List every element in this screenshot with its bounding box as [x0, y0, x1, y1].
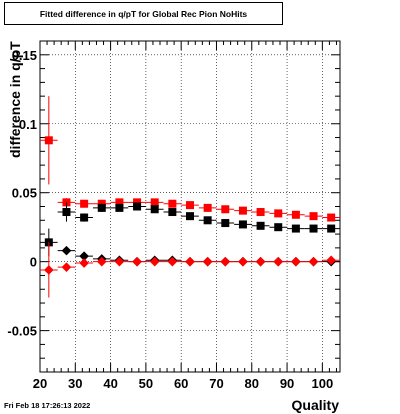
data-point-square — [44, 136, 53, 145]
data-point-square — [115, 203, 124, 212]
y-tick-label: 0 — [30, 255, 37, 270]
data-point-square — [150, 198, 159, 207]
data-point-diamond — [291, 256, 301, 267]
data-point-square — [309, 224, 318, 233]
data-point-square — [238, 220, 247, 229]
data-point-square — [133, 202, 142, 211]
series-diamond-red — [40, 242, 340, 298]
data-point-diamond — [96, 256, 107, 267]
y-tick-label: 0.05 — [12, 186, 37, 201]
data-point-square — [150, 205, 159, 214]
data-point-square — [291, 224, 300, 233]
chart-title-box: Fitted difference in q/pT for Global Rec… — [4, 2, 283, 25]
data-point-square — [186, 212, 194, 221]
data-point-square — [62, 208, 71, 217]
x-tick-label: 100 — [312, 376, 334, 391]
data-point-diamond — [202, 256, 213, 267]
data-point-square — [80, 213, 89, 222]
data-point-diamond — [326, 255, 336, 266]
x-tick-labels: 20 30 40 50 60 70 80 90 100 — [33, 376, 333, 391]
data-point-diamond — [149, 256, 160, 267]
data-point-diamond — [167, 256, 178, 267]
data-point-square — [203, 203, 212, 212]
data-point-square — [327, 213, 336, 222]
data-point-square — [256, 221, 265, 230]
x-tick-label: 40 — [103, 376, 117, 391]
data-point-diamond — [61, 245, 72, 256]
y-axis-label: difference in q/pT — [7, 41, 23, 158]
axis-ticks — [39, 40, 340, 373]
data-point-diamond — [79, 258, 89, 268]
data-point-diamond — [185, 256, 195, 267]
data-point-diamond — [44, 265, 54, 275]
x-tick-label: 50 — [139, 376, 153, 391]
x-tick-label: 60 — [174, 376, 188, 391]
data-point-square — [115, 198, 124, 207]
data-point-square — [133, 198, 142, 207]
data-point-square — [221, 219, 230, 228]
footer-timestamp: Fri Feb 18 17:26:13 2022 — [4, 401, 91, 410]
data-point-square — [186, 201, 194, 210]
data-point-square — [256, 208, 265, 217]
data-point-square — [168, 199, 177, 208]
data-point-diamond — [220, 256, 231, 267]
x-tick-label: 20 — [33, 376, 47, 391]
data-point-diamond — [238, 256, 248, 267]
data-point-square — [168, 208, 177, 217]
data-point-square — [97, 203, 106, 212]
data-point-square — [238, 206, 247, 215]
data-point-square — [80, 199, 89, 208]
data-point-diamond — [79, 251, 89, 261]
x-tick-label: 70 — [209, 376, 223, 391]
data-point-diamond — [61, 262, 72, 272]
data-point-diamond — [114, 256, 125, 267]
y-tick-label: 0.1 — [19, 117, 37, 132]
y-tick-label: -0.05 — [7, 324, 37, 339]
data-point-square — [309, 212, 318, 221]
x-tick-label: 30 — [68, 376, 82, 391]
y-tick-label: 0.15 — [12, 48, 37, 63]
data-point-square — [274, 223, 283, 232]
data-point-square — [274, 209, 283, 218]
y-tick-labels: -0.05 0 0.05 0.1 0.15 — [7, 48, 37, 339]
data-point-diamond — [255, 256, 266, 267]
x-axis-label: Quality — [292, 397, 340, 413]
data-point-square — [291, 210, 300, 219]
data-point-square — [203, 216, 212, 225]
series-square-black — [40, 202, 340, 257]
data-point-diamond — [273, 256, 284, 267]
data-points — [40, 96, 340, 298]
data-point-diamond — [308, 256, 319, 267]
series-square-red — [40, 96, 340, 222]
data-point-square — [221, 205, 230, 214]
data-point-square — [327, 224, 336, 233]
data-point-diamond — [132, 256, 142, 267]
chart-title: Fitted difference in q/pT for Global Rec… — [39, 8, 248, 19]
x-tick-label: 90 — [280, 376, 294, 391]
x-tick-label: 80 — [245, 376, 259, 391]
